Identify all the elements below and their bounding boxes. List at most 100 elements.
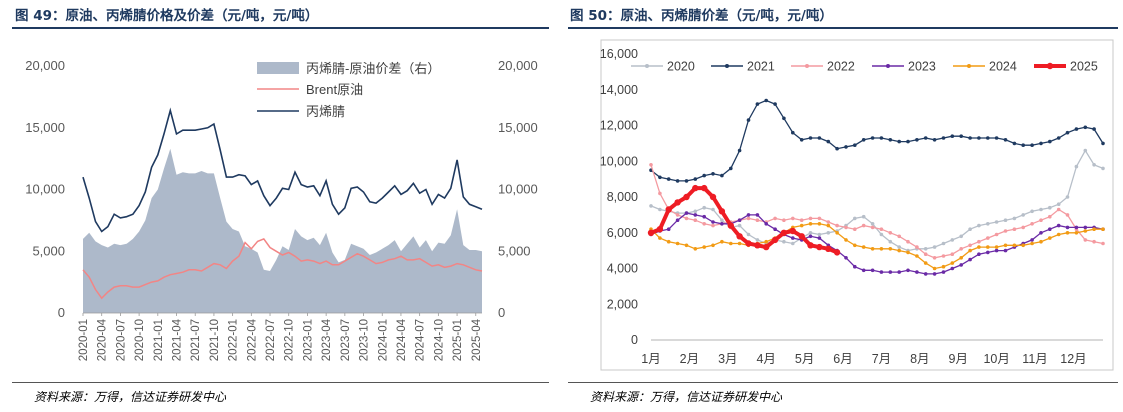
left-source: 资料来源：万得，信达证券研发中心 — [34, 390, 227, 404]
point-2021 — [737, 148, 742, 153]
point-2020 — [1030, 209, 1034, 214]
point-2023 — [711, 220, 715, 224]
point-2023 — [1048, 227, 1052, 231]
point-2020 — [746, 232, 751, 237]
point-2025 — [745, 240, 752, 247]
point-2021 — [835, 146, 839, 151]
right-y-tick-label: 10,000 — [600, 154, 638, 168]
left-x-tick-label: 2024-01 — [377, 319, 389, 361]
point-2021 — [799, 138, 804, 142]
legend-label-2025: 2025 — [1070, 60, 1098, 74]
point-2020 — [737, 223, 742, 228]
point-2021 — [755, 102, 760, 106]
point-2024 — [764, 239, 768, 244]
series-2024 — [649, 222, 1105, 271]
left-y-tick-label: 0 — [58, 305, 65, 320]
point-2021 — [1021, 143, 1025, 147]
point-2020 — [879, 232, 884, 237]
right-chart: 0 2,000 4,000 6,000 8,000 10,000 12,000 14,000 1… — [600, 39, 1114, 371]
point-2020 — [1039, 207, 1043, 212]
point-2021 — [888, 138, 893, 142]
point-2024 — [817, 222, 822, 226]
point-2022 — [906, 239, 910, 244]
legend-marker-2020 — [645, 64, 649, 68]
left-y-tick-label: 10,000 — [25, 182, 65, 197]
point-2020 — [711, 207, 715, 212]
point-2022 — [923, 252, 928, 256]
point-2021 — [693, 177, 698, 181]
point-2020 — [977, 223, 981, 228]
point-2020 — [1012, 216, 1017, 221]
point-2022 — [791, 216, 795, 221]
point-2022 — [959, 247, 963, 251]
point-2021 — [1092, 127, 1096, 131]
point-2022 — [1083, 238, 1088, 242]
right-y-tick-label: 14,000 — [600, 83, 638, 97]
right-x-tick-label: 6月 — [833, 352, 852, 366]
point-2024 — [968, 248, 972, 253]
point-2022 — [1012, 227, 1017, 231]
point-2020 — [1101, 166, 1105, 171]
point-2024 — [861, 245, 866, 249]
left-x-tick-label: 2023-04 — [321, 318, 333, 361]
legend-label-spread: 丙烯腈-原油价差（右） — [306, 61, 440, 76]
left-y-tick-label: 15,000 — [25, 120, 65, 135]
right-x-tick-label: 2月 — [680, 352, 699, 366]
left-x-tick-label: 2021-01 — [153, 319, 165, 361]
point-2023 — [773, 227, 777, 231]
point-2022 — [675, 213, 680, 217]
point-2021 — [1074, 127, 1079, 131]
point-2020 — [1021, 213, 1025, 217]
point-2024 — [870, 247, 875, 251]
left-x-tick-label: 2023-01 — [302, 319, 314, 361]
line-2021 — [650, 99, 1104, 182]
point-2021 — [1012, 141, 1017, 146]
left-source-rule — [12, 382, 549, 383]
point-2020 — [808, 231, 813, 235]
point-2020 — [1003, 218, 1008, 222]
point-2022 — [950, 252, 955, 256]
point-2023 — [791, 236, 795, 240]
point-2022 — [844, 225, 848, 230]
point-2022 — [746, 216, 751, 221]
series-2022 — [649, 163, 1105, 260]
point-2024 — [1056, 232, 1061, 237]
point-2022 — [1030, 222, 1034, 226]
right-x-tick-label: 1月 — [641, 352, 660, 366]
point-2024 — [1039, 239, 1043, 244]
point-2022 — [977, 239, 981, 244]
point-2025 — [727, 222, 734, 229]
brent-line — [82, 237, 483, 300]
point-2022 — [897, 234, 901, 239]
right-y-tick-label: 5,000 — [498, 243, 531, 258]
point-2024 — [994, 245, 999, 249]
point-2021 — [684, 179, 689, 183]
point-2023 — [1083, 225, 1088, 230]
acrylonitrile-line — [82, 107, 483, 233]
point-2023 — [968, 257, 972, 262]
legend-label-2022: 2022 — [827, 60, 855, 74]
point-2025 — [665, 206, 672, 213]
point-2020 — [888, 239, 893, 244]
point-2024 — [1030, 241, 1034, 246]
point-2021 — [1083, 125, 1088, 130]
point-2022 — [1056, 207, 1061, 212]
right-plot-frame — [600, 39, 1114, 371]
right-x-tick-label: 4月 — [756, 352, 775, 366]
line-2020 — [650, 149, 1104, 252]
point-2025 — [833, 249, 841, 256]
point-2021 — [897, 139, 901, 144]
point-2024 — [923, 261, 928, 265]
point-2023 — [977, 252, 981, 256]
point-2025 — [825, 245, 832, 252]
point-2021 — [986, 136, 990, 140]
left-x-tick-label: 2022-04 — [246, 318, 258, 361]
point-2021 — [1003, 138, 1008, 142]
point-2020 — [693, 209, 698, 214]
point-2021 — [879, 136, 884, 140]
point-2024 — [959, 256, 963, 260]
point-2024 — [1092, 227, 1096, 231]
point-2021 — [720, 173, 724, 178]
left-x-tick-label: 2023-10 — [359, 319, 371, 361]
point-2023 — [1039, 231, 1043, 235]
